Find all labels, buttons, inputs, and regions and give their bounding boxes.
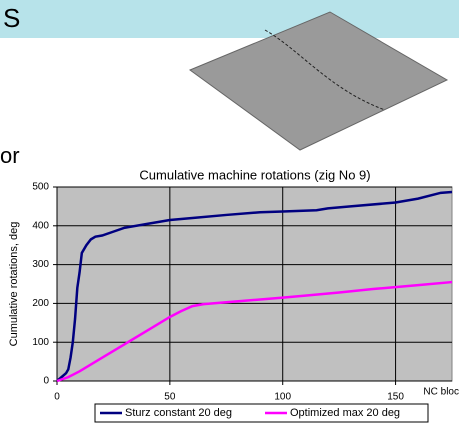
surface-seam [264,29,386,111]
heading: S [3,3,20,33]
y-tick-label: 200 [32,298,49,309]
legend [94,403,429,423]
plot-area [56,186,453,382]
y-tick-label: 0 [43,376,49,387]
series-line [56,280,453,383]
y-tick-label: 100 [32,337,49,348]
y-tick-label: 300 [32,259,49,270]
x-tick-label: 100 [274,392,291,403]
legend-label: Optimized max 20 deg [290,407,400,419]
body-text: or [0,143,20,168]
legend-label: Sturz constant 20 deg [125,407,232,419]
y-tick-label: 400 [32,220,49,231]
x-tick-label: 150 [387,392,404,403]
y-tick-label: 500 [32,182,49,193]
x-axis-label: NC bloc [423,387,459,398]
x-tick-label: 0 [54,392,60,403]
heading-band [0,0,459,38]
chart-title: Cumulative machine rotations (zig No 9) [139,167,370,182]
x-tick-label: 50 [164,392,176,403]
surface-image [188,11,449,151]
y-axis-label: Cumulative rotations, deg [8,222,20,347]
series-line [56,190,453,382]
